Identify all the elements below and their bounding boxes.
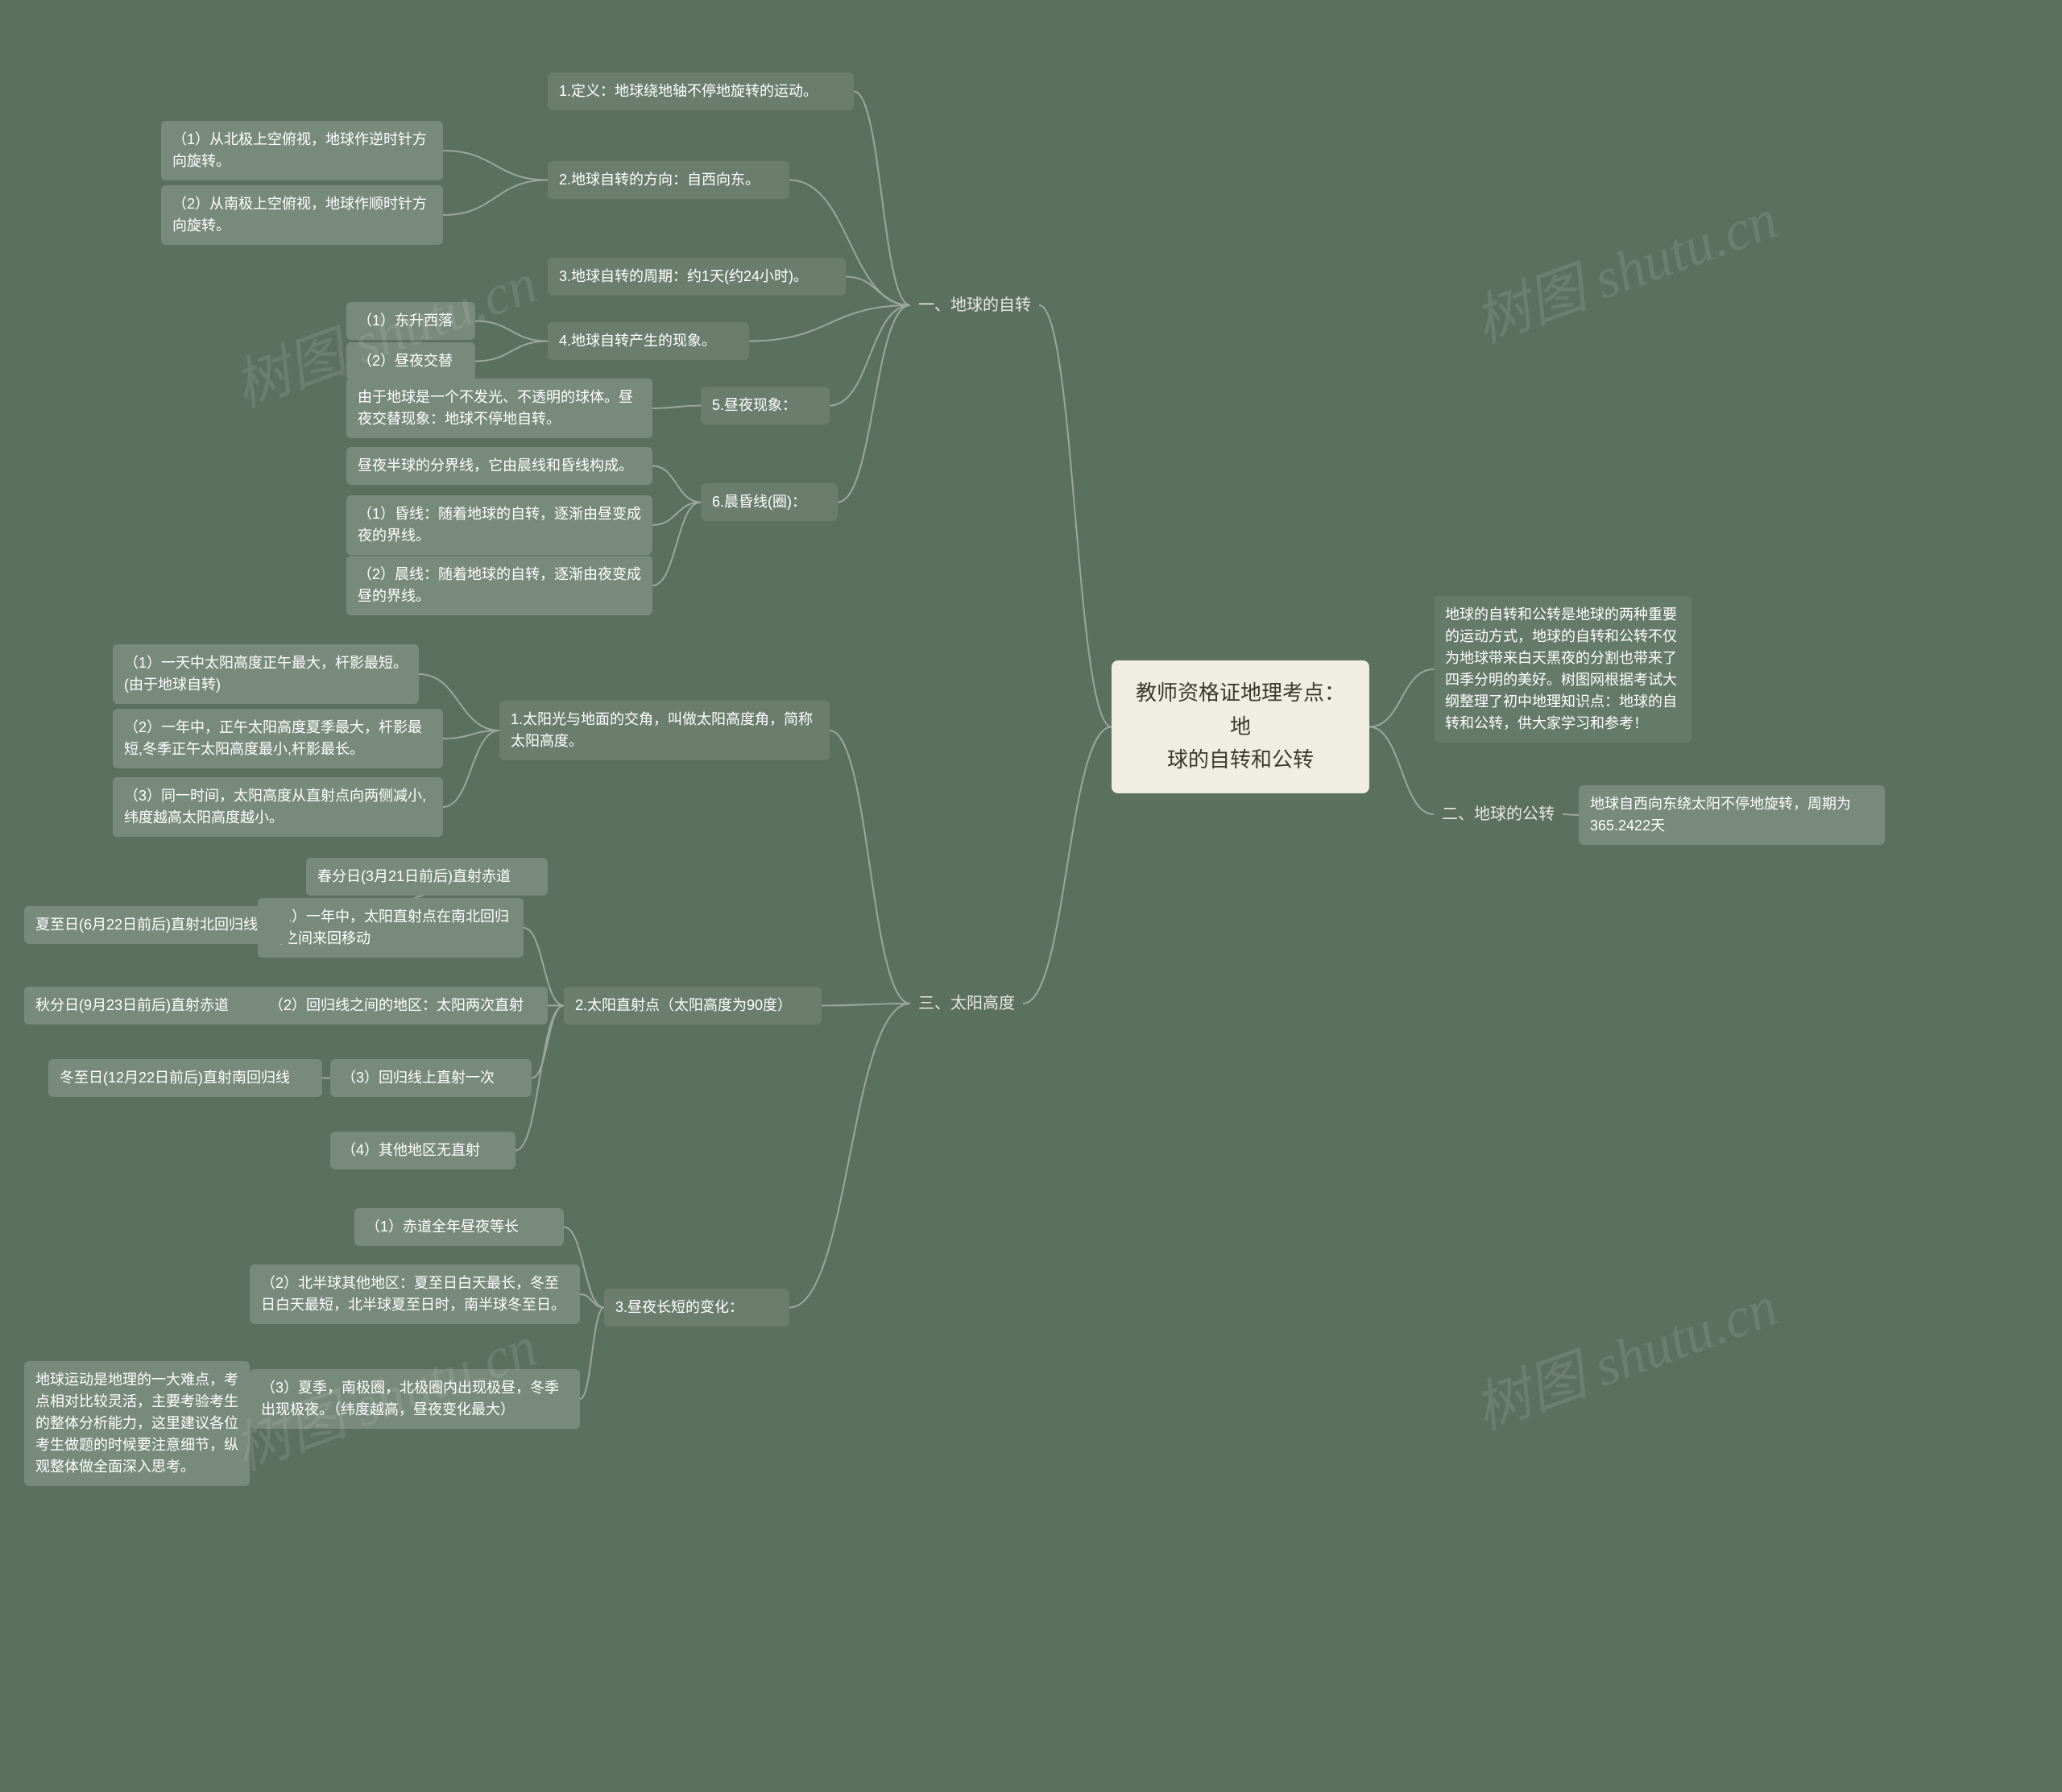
b1-c6c: （2）晨线：随着地球的自转，逐渐由夜变成昼的界线。 [346,556,652,615]
b3-c2a: （1）一年中，太阳直射点在南北回归线之间来回移动 [258,898,524,958]
b1-c4: 4.地球自转产生的现象。 [548,322,749,360]
b3-c3: 3.昼夜长短的变化： [604,1289,789,1326]
b1-c5pre: 由于地球是一个不发光、不透明的球体。昼夜交替现象：地球不停地自转。 [346,379,652,438]
b1-c2a: （1）从北极上空俯视，地球作逆时针方向旋转。 [161,121,443,180]
b3-c2: 2.太阳直射点（太阳高度为90度） [564,987,822,1024]
b3-c3b: （2）北半球其他地区：夏至日白天最长，冬至日白天最短，北半球夏至日时，南半球冬至… [250,1264,580,1324]
b3-c2b: （2）回归线之间的地区：太阳两次直射 [258,987,548,1024]
branch-3: 三、太阳高度 [910,987,1023,1020]
b1-c6b: （1）昏线：随着地球的自转，逐渐由昼变成夜的界线。 [346,495,652,555]
b1-c6a: 昼夜半球的分界线，它由晨线和昏线构成。 [346,447,652,485]
branch-1: 一、地球的自转 [910,288,1039,322]
b3-c1b: （2）一年中，正午太阳高度夏季最大，杆影最短,冬季正午太阳高度最小,杆影最长。 [113,709,443,768]
watermark: 树图 shutu.cn [1462,1261,1787,1446]
b3-c2a-pre: 春分日(3月21日前后)直射赤道 [306,858,548,896]
b3-c2c-post: 冬至日(12月22日前后)直射南回归线 [48,1059,322,1097]
b3-c2b-post: 秋分日(9月23日前后)直射赤道 [24,987,266,1024]
b3-c2d: （4）其他地区无直射 [330,1132,516,1169]
b3-c1c: （3）同一时间，太阳高度从直射点向两侧减小,纬度越高太阳高度越小。 [113,777,443,837]
b3-c2c: （3）回归线上直射一次 [330,1059,532,1097]
b1-c4b: （2）昼夜交替 [346,342,475,380]
b1-c5: 5.昼夜现象： [701,387,830,424]
b1-c6: 6.晨昏线(圈)： [701,483,838,521]
connector-layer [0,0,2062,1792]
b3-c3c-post: 地球运动是地理的一大难点，考点相对比较灵活，主要考验考生的整体分析能力，这里建议… [24,1361,250,1486]
b1-c3: 3.地球自转的周期：约1天(约24小时)。 [548,258,846,296]
b3-c3c: （3）夏季，南极圈，北极圈内出现极昼，冬季出现极夜。（纬度越高，昼夜变化最大） [250,1369,580,1429]
branch-2: 二、地球的公转 [1434,797,1563,831]
b1-c1: 1.定义：地球绕地轴不停地旋转的运动。 [548,72,854,110]
b1-c2b: （2）从南极上空俯视，地球作顺时针方向旋转。 [161,185,443,245]
b1-c4a: （1）东升西落 [346,302,475,340]
description-box: 地球的自转和公转是地球的两种重要的运动方式，地球的自转和公转不仅为地球带来白天黑… [1434,596,1691,743]
b3-c1a: （1）一天中太阳高度正午最大，杆影最短。(由于地球自转) [113,644,419,704]
b3-c3a: （1）赤道全年昼夜等长 [354,1208,564,1246]
b3-c2a-post: 夏至日(6月22日前后)直射北回归线 [24,906,290,944]
b3-c1: 1.太阳光与地面的交角，叫做太阳高度角，简称太阳高度。 [499,701,830,760]
watermark: 树图 shutu.cn [1462,174,1787,358]
root-node: 教师资格证地理考点：地 球的自转和公转 [1112,660,1369,793]
b1-c2: 2.地球自转的方向：自西向东。 [548,161,789,199]
b2-post: 地球自西向东绕太阳不停地旋转，周期为365.2422天 [1579,785,1885,845]
